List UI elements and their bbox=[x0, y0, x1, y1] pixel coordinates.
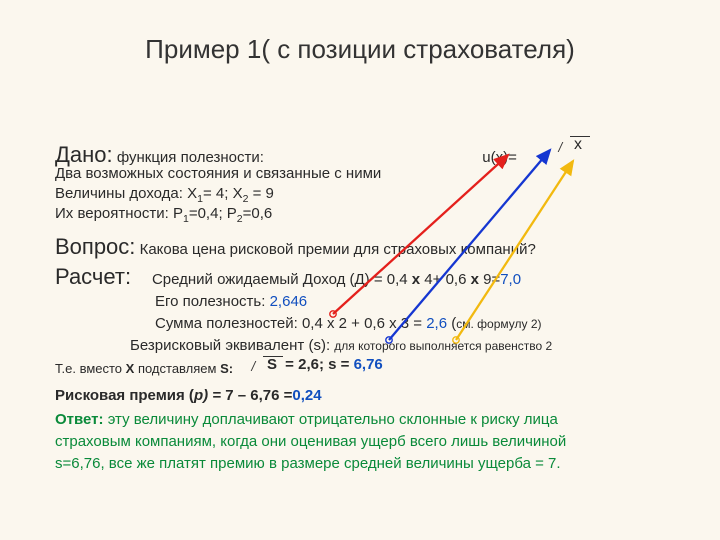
calc-x1: х bbox=[412, 271, 425, 288]
sum-util-line: Сумма полезностей: 0,4 х 2 + 0,6 х 3 = 2… bbox=[155, 314, 690, 334]
sum-util-val: 2,6 bbox=[426, 315, 447, 332]
income-values: Величины дохода: Х1= 4; Х2 = 9 bbox=[55, 184, 690, 206]
riskless-a: Безрисковый эквивалент (s): bbox=[130, 337, 334, 354]
sqrt-s-group: S = 2,6; s = 6,76 bbox=[253, 356, 383, 373]
answer-text1: эту величину доплачивают отрицательно ск… bbox=[108, 411, 558, 428]
premium-line: Рисковая премия (р) = 7 – 6,76 =0,24 bbox=[55, 386, 690, 406]
answer-line1: Ответ: эту величину доплачивают отрицате… bbox=[55, 410, 690, 430]
utility-label: Его полезность: bbox=[155, 293, 270, 310]
subst-s: S: bbox=[220, 361, 233, 376]
sum-util-note: см. формулу 2) bbox=[456, 317, 541, 331]
calc-text-a: Средний ожидаемый Доход (Д) = 0,4 bbox=[152, 271, 412, 288]
calc-label: Расчет: bbox=[55, 264, 131, 289]
sqrt-x-group: х bbox=[560, 136, 588, 154]
riskless-line: Безрисковый эквивалент (s): для которого… bbox=[130, 336, 690, 356]
premium-a: Рисковая премия ( bbox=[55, 387, 194, 404]
answer-text3: s=6,76, все же платят премию в размере с… bbox=[55, 455, 561, 472]
question-text: Какова цена рисковой премии для страховы… bbox=[140, 241, 536, 258]
slide-title: Пример 1( с позиции страхователя) bbox=[0, 34, 720, 65]
s-eq: = 2,6; s = bbox=[281, 356, 354, 373]
sum-util-a: Сумма полезностей: 0,4 х 2 + 0,6 х 3 = bbox=[155, 315, 426, 332]
utility-line: Его полезность: 2,646 bbox=[155, 292, 690, 312]
answer-label: Ответ: bbox=[55, 411, 108, 428]
subst-a: Т.е. вместо bbox=[55, 361, 126, 376]
premium-val: 0,24 bbox=[292, 387, 321, 404]
answer-line3: s=6,76, все же платят премию в размере с… bbox=[55, 454, 690, 474]
calc-text-c: 4+ 0,6 bbox=[424, 271, 470, 288]
sqrt-s: S bbox=[253, 356, 281, 373]
utility-value: 2,646 bbox=[270, 293, 308, 310]
question-line: Вопрос: Какова цена рисковой премии для … bbox=[55, 232, 690, 262]
calc-line: Расчет: Средний ожидаемый Доход (Д) = 0,… bbox=[55, 262, 690, 292]
two-states: Два возможных состояния и связанные с ни… bbox=[55, 164, 690, 184]
premium-p: р) = bbox=[194, 387, 225, 404]
question-label: Вопрос: bbox=[55, 234, 135, 259]
calc-result: 7,0 bbox=[500, 271, 521, 288]
riskless-b: для которого выполняется равенство 2 bbox=[334, 339, 552, 353]
probabilities: Их вероятности: Р1=0,4; Р2=0,6 bbox=[55, 204, 690, 226]
calc-text-e: 9= bbox=[483, 271, 500, 288]
sum-util-b: ( bbox=[447, 315, 456, 332]
slide: Пример 1( с позиции страхователя) Дано: … bbox=[0, 0, 720, 540]
premium-b: 7 – 6,76 = bbox=[225, 387, 292, 404]
sqrt-x: х bbox=[560, 136, 588, 154]
answer-line2: страховым компаниям, когда они оценивая … bbox=[55, 432, 690, 452]
subst-b: подставляем bbox=[134, 361, 220, 376]
s-val: 6,76 bbox=[354, 356, 383, 373]
calc-x2: х bbox=[471, 271, 484, 288]
